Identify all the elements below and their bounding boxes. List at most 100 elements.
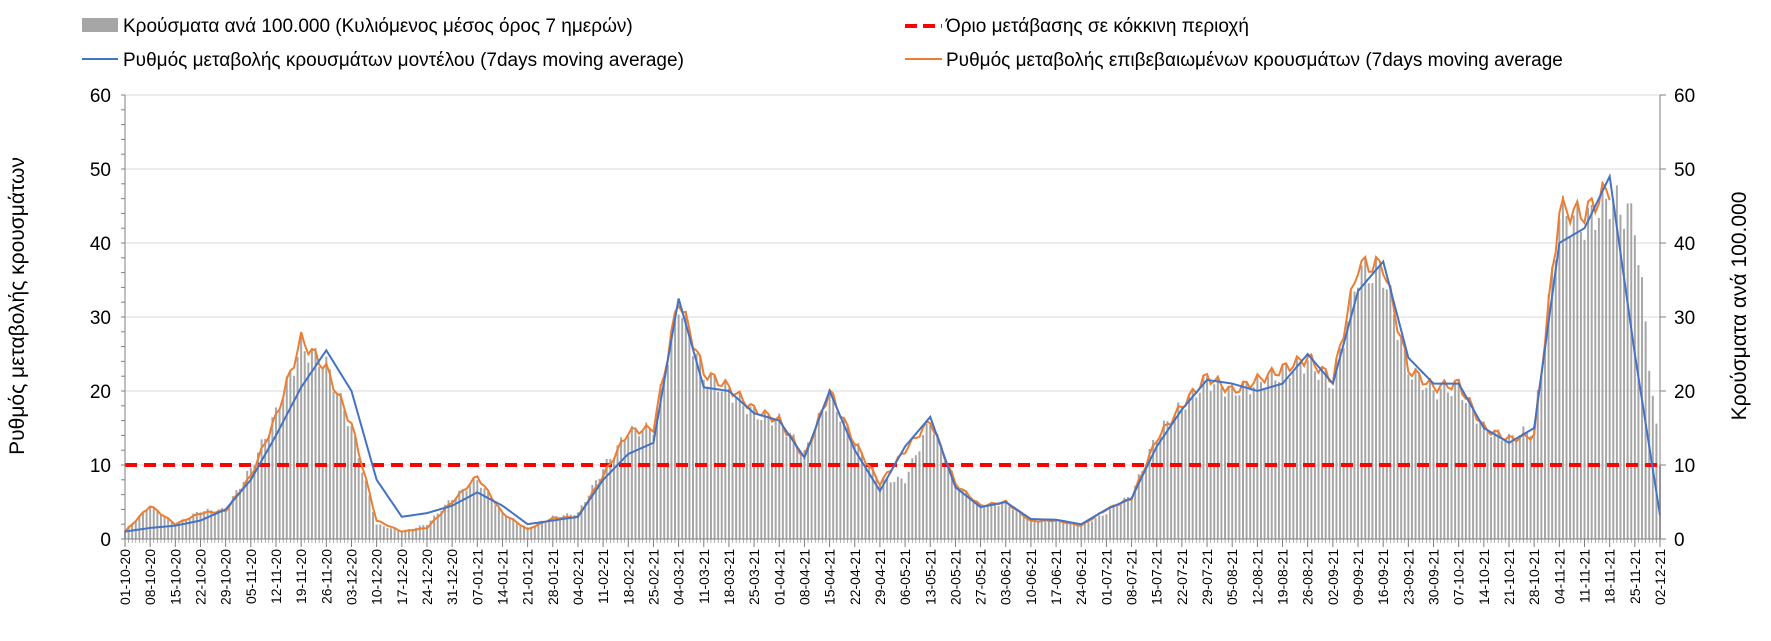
bar <box>1044 519 1047 539</box>
bar <box>141 511 144 539</box>
bar <box>1112 506 1115 539</box>
bar <box>789 432 792 539</box>
bar <box>138 515 141 539</box>
bar <box>1454 382 1457 539</box>
bar <box>1144 464 1147 539</box>
bar <box>1378 265 1381 539</box>
x-tick-label: 15-04-21 <box>822 549 838 605</box>
bar <box>1026 518 1029 539</box>
x-tick-label: 07-01-21 <box>469 549 485 605</box>
bar <box>645 422 648 539</box>
x-tick-label: 22-07-21 <box>1174 549 1190 605</box>
x-axis-ticks: 01-10-20 08-10-20 15-10-20 22-10-20 29-10-20… <box>117 549 1668 605</box>
y-left-tick-label: 60 <box>90 86 111 107</box>
legend-bars-swatch <box>82 18 118 32</box>
bar <box>1385 289 1388 539</box>
x-tick-label: 18-03-21 <box>721 549 737 605</box>
bar <box>145 510 148 539</box>
bar <box>1504 441 1507 539</box>
bar <box>1267 376 1270 539</box>
bar <box>1375 259 1377 539</box>
bar <box>1612 200 1615 539</box>
bar <box>986 505 989 539</box>
x-tick-label: 25-02-21 <box>645 549 661 605</box>
bar <box>1285 364 1288 539</box>
bar <box>555 516 558 539</box>
bar <box>702 379 705 539</box>
bar <box>1382 287 1385 539</box>
bar <box>670 329 673 539</box>
legend-bars-label: Κρούσματα ανά 100.000 (Κυλιόμενος μέσος … <box>123 16 633 37</box>
bar <box>1101 515 1104 539</box>
y-axis-right-title: Κρούσματα ανά 100.000 <box>1728 192 1751 421</box>
bar <box>1011 509 1014 539</box>
bar <box>1119 503 1122 539</box>
bar <box>1051 521 1054 539</box>
bar <box>807 442 810 539</box>
bar <box>267 434 270 539</box>
bar <box>425 525 428 539</box>
bar <box>1518 435 1521 539</box>
bar <box>530 526 533 539</box>
bar <box>1180 408 1183 539</box>
bar <box>461 489 464 539</box>
bar <box>594 480 597 539</box>
bar <box>1321 368 1324 539</box>
bar <box>203 511 206 539</box>
x-tick-label: 27-05-21 <box>973 549 989 605</box>
bar <box>1511 435 1514 539</box>
x-tick-label: 25-11-21 <box>1627 549 1643 604</box>
bar <box>609 458 612 539</box>
bar <box>1579 231 1582 540</box>
bar <box>526 527 529 539</box>
x-tick-label: 28-01-21 <box>545 549 561 605</box>
bar <box>882 477 885 539</box>
bar <box>451 499 454 539</box>
bar <box>1288 378 1291 539</box>
x-tick-label: 14-10-21 <box>1476 549 1492 605</box>
bar <box>925 423 928 539</box>
bar <box>904 483 907 539</box>
bar <box>756 419 759 539</box>
bar <box>436 513 439 539</box>
bar <box>292 375 295 539</box>
x-tick-label: 09-09-21 <box>1350 549 1366 605</box>
x-tick-label: 03-12-20 <box>343 549 359 605</box>
bar <box>781 425 784 539</box>
bar <box>1407 374 1410 539</box>
bar <box>1410 379 1413 539</box>
x-tick-label: 19-08-21 <box>1275 549 1291 605</box>
x-tick-label: 05-08-21 <box>1224 549 1240 605</box>
x-tick-label: 15-10-20 <box>167 549 183 605</box>
bar <box>379 524 382 539</box>
x-tick-label: 24-12-20 <box>419 549 435 605</box>
y-left-tick-label: 20 <box>90 382 111 403</box>
bar <box>515 521 518 539</box>
x-tick-label: 19-11-20 <box>293 549 309 604</box>
bar <box>1238 395 1241 539</box>
bar <box>192 513 195 539</box>
bar <box>249 467 252 539</box>
bar <box>188 517 191 539</box>
y-left-tick-label: 10 <box>90 456 111 477</box>
x-tick-label: 10-06-21 <box>1023 549 1039 605</box>
bar <box>242 481 245 539</box>
bar <box>483 488 486 539</box>
bar <box>947 466 950 539</box>
bar <box>1019 512 1022 539</box>
x-tick-label: 12-11-20 <box>268 549 284 604</box>
bar <box>616 445 619 539</box>
bar <box>792 434 795 539</box>
bar <box>519 524 522 539</box>
bar <box>1540 372 1543 539</box>
bar <box>404 530 407 539</box>
y-right-tick-label: 0 <box>1674 530 1685 551</box>
bar <box>390 528 393 539</box>
x-tick-label: 11-02-21 <box>595 549 611 604</box>
bar <box>476 480 479 539</box>
x-tick-label: 04-02-21 <box>570 549 586 605</box>
bar <box>745 414 748 539</box>
bar <box>1170 425 1173 539</box>
bar <box>1098 515 1101 539</box>
bar <box>1443 380 1446 539</box>
